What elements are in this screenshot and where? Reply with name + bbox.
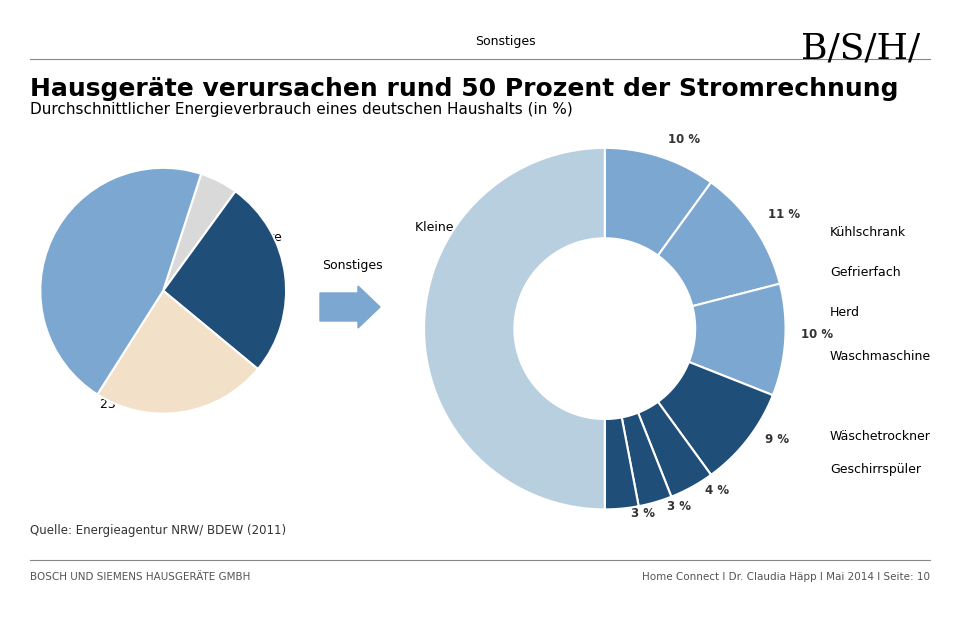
Text: Industrie: Industrie <box>38 284 113 300</box>
Text: 11 %: 11 % <box>768 207 800 221</box>
Polygon shape <box>658 362 773 475</box>
Text: 3 %: 3 % <box>631 507 655 520</box>
Text: Home Connect I Dr. Claudia Häpp I Mai 2014 I Seite: 10: Home Connect I Dr. Claudia Häpp I Mai 20… <box>642 572 930 582</box>
Text: Waschmaschine: Waschmaschine <box>830 351 931 363</box>
Text: BOSCH UND SIEMENS HAUSGERÄTE GMBH: BOSCH UND SIEMENS HAUSGERÄTE GMBH <box>30 572 251 582</box>
Text: 26 %: 26 % <box>187 308 223 320</box>
Polygon shape <box>658 183 780 306</box>
Text: 5 %: 5 % <box>238 243 262 256</box>
Polygon shape <box>605 148 711 255</box>
Text: 46 %: 46 % <box>38 296 78 312</box>
Text: Hausgeräte verursachen rund 50 Prozent der Stromrechnung: Hausgeräte verursachen rund 50 Prozent d… <box>30 77 899 101</box>
Polygon shape <box>424 148 605 509</box>
Text: Dienstleistungen: Dienstleistungen <box>100 386 205 399</box>
Polygon shape <box>689 284 785 395</box>
Text: 10 %: 10 % <box>668 133 701 146</box>
Text: Kühlschrank: Kühlschrank <box>830 226 906 238</box>
Wedge shape <box>163 191 286 369</box>
Text: Sonstiges: Sonstiges <box>474 35 536 49</box>
Text: Herd: Herd <box>830 305 860 319</box>
Text: Andere: Andere <box>238 231 283 244</box>
Wedge shape <box>97 291 258 413</box>
Wedge shape <box>40 168 202 394</box>
Text: Wäschetrockner: Wäschetrockner <box>830 430 931 444</box>
Polygon shape <box>622 413 671 506</box>
Text: Haushalte: Haushalte <box>167 296 243 308</box>
Text: Durchschnittlicher Energieverbrauch eines deutschen Haushalts (in %): Durchschnittlicher Energieverbrauch eine… <box>30 102 573 117</box>
Text: Quelle: Energieagentur NRW/ BDEW (2011): Quelle: Energieagentur NRW/ BDEW (2011) <box>30 524 286 537</box>
Text: Gefrierfach: Gefrierfach <box>830 265 900 279</box>
Text: Geschirrspüler: Geschirrspüler <box>830 463 921 477</box>
Text: 9 %: 9 % <box>765 433 789 446</box>
Text: 3 %: 3 % <box>666 500 690 513</box>
Polygon shape <box>605 417 638 509</box>
Wedge shape <box>163 174 235 291</box>
Text: B/S/H/: B/S/H/ <box>801 32 920 66</box>
Text: 23 %: 23 % <box>100 398 132 411</box>
Polygon shape <box>638 402 711 497</box>
Text: Kleine Hausgeräte: Kleine Hausgeräte <box>415 221 530 233</box>
Text: Sonstiges: Sonstiges <box>322 259 382 272</box>
Text: 4 %: 4 % <box>706 483 730 497</box>
Text: 10 %: 10 % <box>801 327 832 341</box>
FancyArrow shape <box>320 286 380 328</box>
